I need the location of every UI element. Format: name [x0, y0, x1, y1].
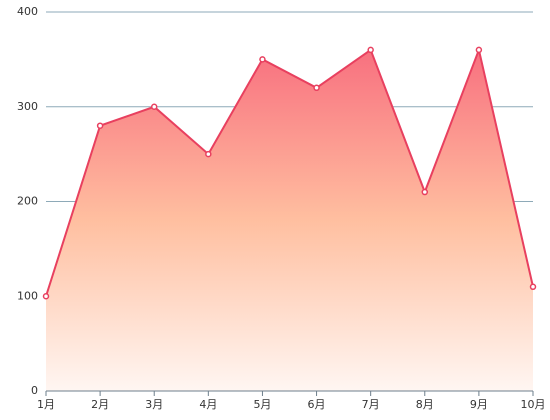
point — [367, 46, 374, 54]
x-tick-label: 4月 — [199, 398, 217, 411]
x-tick-label: 7月 — [362, 398, 380, 411]
point — [96, 122, 104, 129]
y-tick-label: 0 — [31, 384, 38, 397]
x-tick-label: 3月 — [145, 398, 163, 411]
point — [475, 46, 483, 54]
y-tick-label: 100 — [17, 289, 38, 302]
x-tick-label: 2月 — [91, 398, 109, 411]
point — [150, 103, 158, 110]
x-tick-label: 5月 — [253, 398, 271, 411]
y-tick-label: 300 — [17, 100, 38, 113]
point — [421, 188, 429, 196]
y-tick-label: 200 — [17, 195, 38, 208]
line — [45, 46, 534, 297]
x-tick-label: 10月 — [521, 398, 546, 411]
area — [46, 49, 533, 392]
point — [313, 84, 320, 92]
point — [529, 283, 537, 291]
x-tick-label: 6月 — [308, 398, 326, 411]
x-tick-label: 1月 — [37, 398, 55, 411]
point — [259, 56, 266, 63]
x-tick-label: 8月 — [416, 398, 434, 411]
point — [205, 150, 212, 158]
point — [42, 293, 50, 300]
x-tick-label: 9月 — [470, 398, 488, 411]
y-tick-label: 400 — [17, 5, 38, 18]
